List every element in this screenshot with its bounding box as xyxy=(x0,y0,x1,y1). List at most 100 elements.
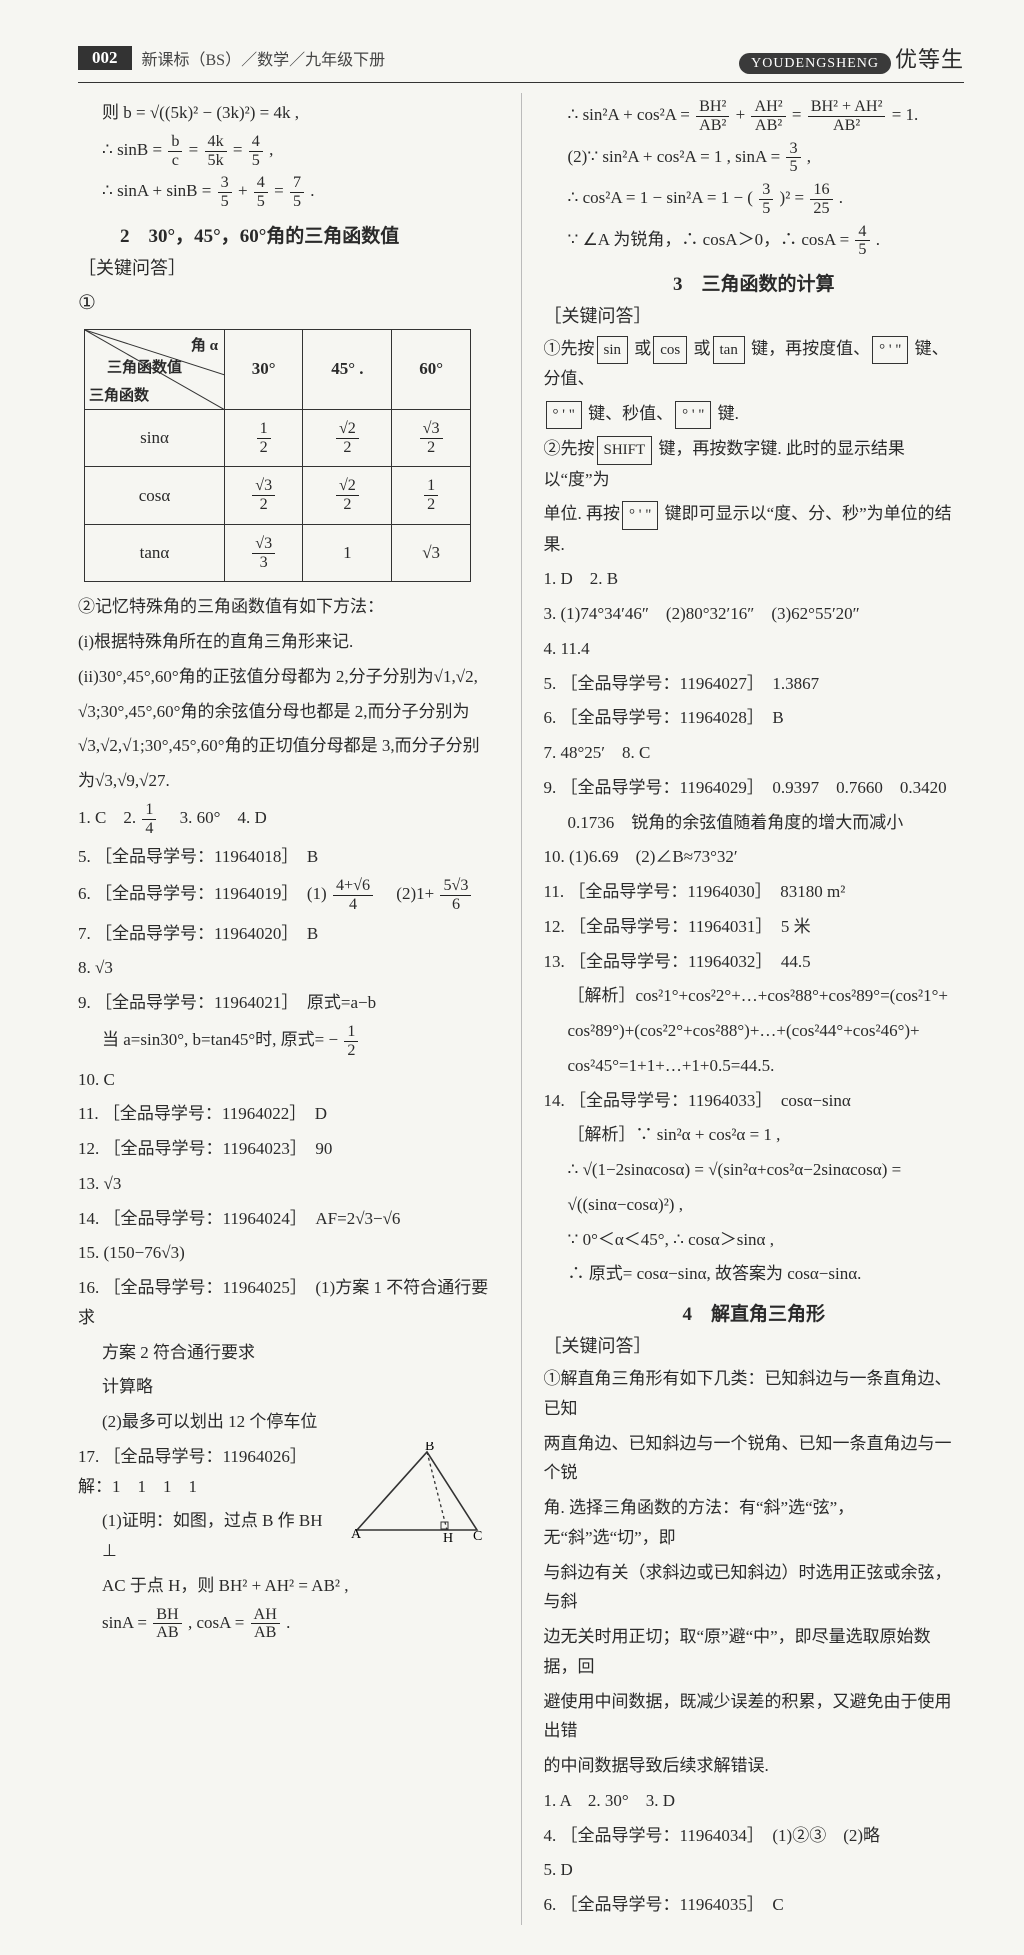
a6: 6. ［全品导学号：11964028］ B xyxy=(544,703,965,733)
col-45: 45° . xyxy=(303,329,392,409)
eq-sum: ∴ sinA + sinB = 35 + 45 = 75 . xyxy=(78,174,499,211)
trig-diag-cell: 角 α 三角函数值 三角函数 xyxy=(85,329,225,409)
key-instr-2: ②先按SHIFT 键，再按数字键. 此时的显示结果以“度”为 xyxy=(544,434,965,494)
shift-key: SHIFT xyxy=(597,436,653,464)
a1: 1. D 2. B xyxy=(544,564,965,594)
triangle-figure: A B C H xyxy=(347,1442,487,1542)
key-qa-label-2: ［关键问答］ xyxy=(544,302,965,328)
r02: (2)∵ sin²A + cos²A = 1 , sinA = 35 , xyxy=(544,140,965,177)
b1: 1. A 2. 30° 3. D xyxy=(544,1786,965,1816)
q9a: 9. ［全品导学号：11964021］ 原式=a−b xyxy=(78,988,499,1018)
dms-key-3: ° ' " xyxy=(675,401,711,429)
q11: 11. ［全品导学号：11964022］ D xyxy=(78,1099,499,1129)
q17d: sinA = BHAB , cosA = AHAB . xyxy=(78,1606,499,1643)
s4p6: 避使用中间数据，既减少误差的积累，又避免由于使用出错 xyxy=(544,1687,965,1747)
b4: 4. ［全品导学号：11964034］ (1)②③ (2)略 xyxy=(544,1821,965,1851)
b6: 6. ［全品导学号：11964035］ C xyxy=(544,1890,965,1920)
a7: 7. 48°25′ 8. C xyxy=(544,738,965,768)
column-separator xyxy=(521,93,522,1925)
trig-table: 角 α 三角函数值 三角函数 30° 45° . 60° sinα 12 √22… xyxy=(84,329,471,583)
key-instr-1b: ° ' " 键、秒值、° ' " 键. xyxy=(544,399,965,429)
q15: 15. (150−76√3) xyxy=(78,1238,499,1268)
section-3-title: 3 三角函数的计算 xyxy=(544,269,965,296)
dms-key-4: ° ' " xyxy=(622,501,658,529)
a5: 5. ［全品导学号：11964027］ 1.3867 xyxy=(544,669,965,699)
key-instr-2b: 单位. 再按° ' " 键即可显示以“度、分、秒”为单位的结果. xyxy=(544,499,965,559)
s4p4: 与斜边有关（求斜边或已知斜边）时选用正弦或余弦，与斜 xyxy=(544,1558,965,1618)
svg-text:H: H xyxy=(443,1531,453,1542)
method-ii-1: (ii)30°,45°,60°角的正弦值分母都为 2,分子分别为√1,√2, xyxy=(78,662,499,692)
col-60: 60° xyxy=(392,329,470,409)
page-number-badge: 002 xyxy=(78,46,132,70)
b5: 5. D xyxy=(544,1855,965,1885)
q13: 13. √3 xyxy=(78,1169,499,1199)
method-ii-4: 为√3,√9,√27. xyxy=(78,766,499,796)
a14d: √((sinα−cosα)²) , xyxy=(544,1190,965,1220)
header-path: 新课标（BS）／数学／九年级下册 xyxy=(142,46,386,70)
q17c: AC 于点 H，则 BH² + AH² = AB² , xyxy=(78,1571,499,1601)
a10: 10. (1)6.69 (2)∠B≈73°32′ xyxy=(544,842,965,872)
circ-2: ②记忆特殊角的三角函数值有如下方法： xyxy=(78,592,499,622)
key-qa-label: ［关键问答］ xyxy=(78,254,499,280)
svg-text:C: C xyxy=(473,1529,482,1542)
q16c: 计算略 xyxy=(78,1372,499,1402)
q16d: (2)最多可以划出 12 个停车位 xyxy=(78,1407,499,1437)
q6: 6. ［全品导学号：11964019］ (1) 4+√64 (2)1+ 5√36 xyxy=(78,877,499,914)
section-4-title: 4 解直角三角形 xyxy=(544,1299,965,1326)
brand-cn: 优等生 xyxy=(895,47,964,72)
s4p3: 角. 选择三角函数的方法：有“斜”选“弦”，无“斜”选“切”，即 xyxy=(544,1493,965,1553)
right-column: ∴ sin²A + cos²A = BH²AB² + AH²AB² = BH² … xyxy=(544,93,965,1925)
q12: 12. ［全品导学号：11964023］ 90 xyxy=(78,1134,499,1164)
q16a: 16. ［全品导学号：11964025］ (1)方案 1 不符合通行要求 xyxy=(78,1273,499,1333)
row-cos: cosα xyxy=(85,467,225,525)
dms-key-2: ° ' " xyxy=(546,401,582,429)
key-qa-label-3: ［关键问答］ xyxy=(544,1332,965,1358)
a11: 11. ［全品导学号：11964030］ 83180 m² xyxy=(544,877,965,907)
page-header: 002 新课标（BS）／数学／九年级下册 YOUDENGSHENG 优等生 xyxy=(78,42,964,74)
a14a: 14. ［全品导学号：11964033］ cosα−sinα xyxy=(544,1086,965,1116)
section-2-title: 2 30°，45°，60°角的三角函数值 xyxy=(78,221,499,248)
q5: 5. ［全品导学号：11964018］ B xyxy=(78,842,499,872)
a13d: cos²45°=1+1+…+1+0.5=44.5. xyxy=(544,1051,965,1081)
a14b: ［解析］∵ sin²α + cos²α = 1 , xyxy=(544,1120,965,1150)
svg-text:A: A xyxy=(351,1527,362,1542)
method-ii-3: √3,√2,√1;30°,45°,60°角的正切值分母都是 3,而分子分别 xyxy=(78,731,499,761)
eq-sinB: ∴ sinB = bc = 4k5k = 45 , xyxy=(78,133,499,170)
sin-key: sin xyxy=(597,336,629,364)
a12: 12. ［全品导学号：11964031］ 5 米 xyxy=(544,912,965,942)
a14c: ∴ √(1−2sinαcosα) = √(sin²α+cos²α−2sinαco… xyxy=(544,1155,965,1185)
s4p7: 的中间数据导致后续求解错误. xyxy=(544,1751,965,1781)
a13b: ［解析］cos²1°+cos²2°+…+cos²88°+cos²89°=(cos… xyxy=(544,981,965,1011)
a4: 4. 11.4 xyxy=(544,634,965,664)
svg-text:B: B xyxy=(425,1442,434,1454)
a9b: 0.1736 锐角的余弦值随着角度的增大而减小 xyxy=(544,808,965,838)
q8: 8. √3 xyxy=(78,953,499,983)
q9b: 当 a=sin30°, b=tan45°时, 原式= − 12 xyxy=(78,1023,499,1060)
left-column: 则 b = √((5k)² − (3k)²) = 4k , ∴ sinB = b… xyxy=(78,93,499,1925)
row-sin: sinα xyxy=(85,409,225,467)
r04: ∵ ∠A 为锐角，∴ cosA＞0，∴ cosA = 45 . xyxy=(544,223,965,260)
circ-1: ① xyxy=(78,286,499,321)
a14e: ∵ 0°＜α＜45°, ∴ cosα＞sinα , xyxy=(544,1225,965,1255)
tan-key: tan xyxy=(713,336,745,364)
eq-b: 则 b = √((5k)² − (3k)²) = 4k , xyxy=(78,98,499,128)
col-30: 30° xyxy=(225,329,303,409)
q14: 14. ［全品导学号：11964024］ AF=2√3−√6 xyxy=(78,1204,499,1234)
header-rule xyxy=(78,82,964,83)
a3: 3. (1)74°34′46″ (2)80°32′16″ (3)62°55′20… xyxy=(544,599,965,629)
cos-key: cos xyxy=(653,336,687,364)
a9a: 9. ［全品导学号：11964029］ 0.9397 0.7660 0.3420 xyxy=(544,773,965,803)
key-instr-1: ①先按sin 或cos 或tan 键，再按度值、° ' " 键、分值、 xyxy=(544,334,965,394)
q7: 7. ［全品导学号：11964020］ B xyxy=(78,919,499,949)
q10: 10. C xyxy=(78,1065,499,1095)
r01: ∴ sin²A + cos²A = BH²AB² + AH²AB² = BH² … xyxy=(544,98,965,135)
row-tan: tanα xyxy=(85,524,225,582)
q1: 1. C 2. 14 3. 60° 4. D xyxy=(78,801,499,838)
dms-key: ° ' " xyxy=(872,336,908,364)
a14f: ∴ 原式= cosα−sinα, 故答案为 cosα−sinα. xyxy=(544,1259,965,1289)
a13: 13. ［全品导学号：11964032］ 44.5 xyxy=(544,947,965,977)
s4p1: ①解直角三角形有如下几类：已知斜边与一条直角边、已知 xyxy=(544,1364,965,1424)
brand-pinyin: YOUDENGSHENG xyxy=(739,53,891,74)
r03: ∴ cos²A = 1 − sin²A = 1 − ( 35 )² = 1625… xyxy=(544,181,965,218)
q16b: 方案 2 符合通行要求 xyxy=(78,1338,499,1368)
